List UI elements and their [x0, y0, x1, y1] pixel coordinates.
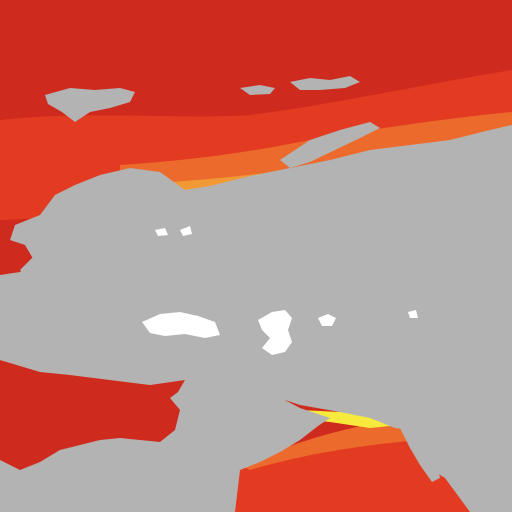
- indian-subcontinent: [400, 428, 440, 482]
- aral-sea-lake: [318, 314, 336, 326]
- lake-onega: [180, 226, 192, 236]
- arabian-peninsula: [190, 395, 270, 450]
- indian-zone-light: [240, 420, 420, 470]
- scandinavia: [20, 198, 165, 282]
- franz-josef-land: [240, 76, 360, 95]
- novaya-zemlya: [280, 122, 380, 168]
- black-sea-lake: [142, 312, 220, 338]
- svalbard: [45, 88, 135, 122]
- lake-ladoga: [155, 228, 168, 236]
- lake-balkhash: [408, 310, 418, 318]
- caspian-sea-lake: [258, 310, 292, 355]
